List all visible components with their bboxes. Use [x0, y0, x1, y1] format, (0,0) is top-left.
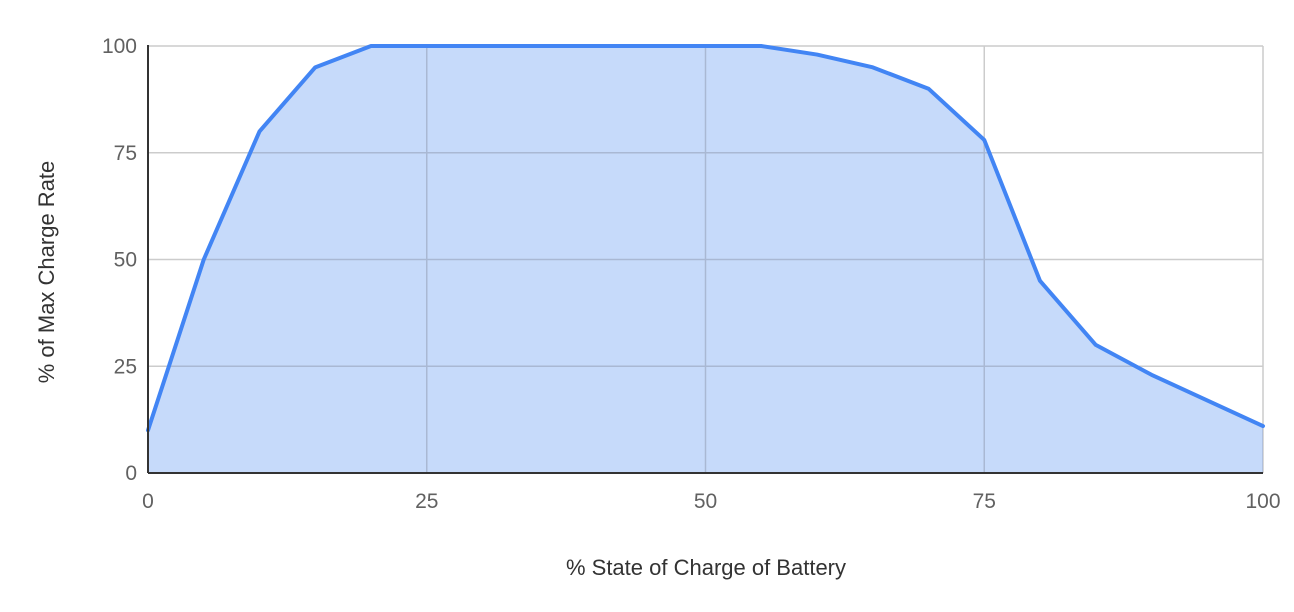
y-tick-label: 100: [102, 35, 137, 58]
x-tick-label: 75: [973, 490, 996, 513]
axes: [147, 45, 1263, 474]
y-tick-label: 50: [114, 249, 137, 272]
x-tick-label: 0: [142, 490, 154, 513]
x-tick-label: 50: [694, 490, 717, 513]
x-tick-label: 100: [1245, 490, 1280, 513]
y-tick-label: 75: [114, 142, 137, 165]
y-tick-label: 0: [125, 462, 137, 485]
tick-labels: 0 25 50 75 100 0 25 50 75 100: [102, 35, 1281, 513]
y-tick-label: 25: [114, 355, 137, 378]
x-tick-label: 25: [415, 490, 438, 513]
y-axis-title: % of Max Charge Rate: [34, 161, 59, 384]
x-axis-title: % State of Charge of Battery: [566, 555, 846, 580]
